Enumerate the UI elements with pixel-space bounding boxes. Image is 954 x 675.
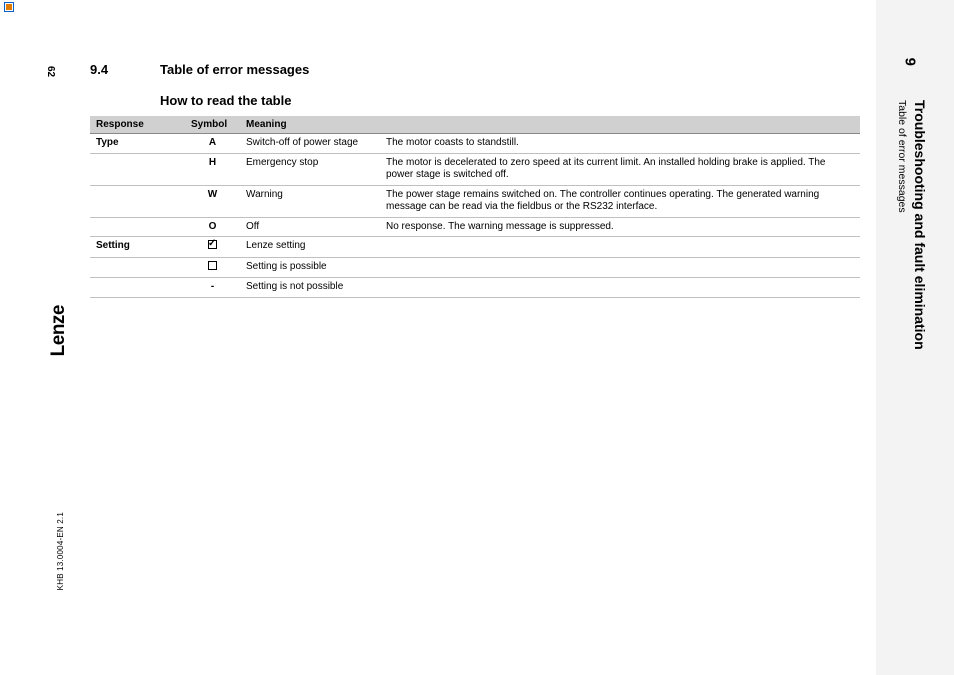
legend-table: Response Symbol Meaning TypeASwitch-off … (90, 116, 860, 298)
table-row: TypeASwitch-off of power stageThe motor … (90, 134, 860, 154)
cell-meaning-short: Warning (240, 185, 380, 217)
cell-meaning: Setting is not possible (240, 278, 860, 298)
table-row: Setting is possible (90, 257, 860, 278)
cell-meaning-long: The motor coasts to standstill. (380, 134, 860, 154)
table-header-row: Response Symbol Meaning (90, 116, 860, 134)
cell-meaning-long: The power stage remains switched on. The… (380, 185, 860, 217)
cell-response: Type (90, 134, 185, 154)
col-header-meaning: Meaning (240, 116, 860, 134)
cell-response (90, 278, 185, 298)
page-number-left: 62 (45, 66, 56, 77)
chapter-title: Troubleshooting and fault elimination (912, 100, 928, 350)
side-column: 9 Troubleshooting and fault elimination … (876, 0, 954, 675)
table-row: HEmergency stopThe motor is decelerated … (90, 153, 860, 185)
cell-meaning-short: Off (240, 217, 380, 237)
col-header-symbol: Symbol (185, 116, 240, 134)
cell-response: Setting (90, 237, 185, 258)
cell-meaning: Lenze setting (240, 237, 860, 258)
section-subtitle: How to read the table (160, 93, 860, 108)
main-content: 9.4 Table of error messages How to read … (90, 62, 860, 298)
chapter-subtitle: Table of error messages (896, 100, 908, 213)
cell-symbol: W (185, 185, 240, 217)
table-row: OOffNo response. The warning message is … (90, 217, 860, 237)
cell-symbol: A (185, 134, 240, 154)
section-heading: 9.4 Table of error messages (90, 62, 860, 77)
cell-meaning: Setting is possible (240, 257, 860, 278)
cell-meaning-short: Switch-off of power stage (240, 134, 380, 154)
chapter-number: 9 (901, 58, 918, 66)
cell-response (90, 185, 185, 217)
col-header-response: Response (90, 116, 185, 134)
document-reference: KHB 13.0004-EN 2.1 (56, 512, 65, 590)
corner-marker (4, 2, 14, 12)
table-row: WWarningThe power stage remains switched… (90, 185, 860, 217)
cell-meaning-short: Emergency stop (240, 153, 380, 185)
cell-meaning-long: No response. The warning message is supp… (380, 217, 860, 237)
cell-symbol: - (185, 278, 240, 298)
cell-response (90, 257, 185, 278)
cell-response (90, 153, 185, 185)
brand-logo: Lenze (48, 305, 70, 356)
table-row: Setting Lenze setting (90, 237, 860, 258)
table-row: -Setting is not possible (90, 278, 860, 298)
cell-symbol: H (185, 153, 240, 185)
cell-symbol (185, 257, 240, 278)
cell-symbol (185, 237, 240, 258)
checkbox-ticked-icon (208, 240, 217, 249)
cell-response (90, 217, 185, 237)
section-number: 9.4 (90, 62, 160, 77)
cell-symbol: O (185, 217, 240, 237)
cell-meaning-long: The motor is decelerated to zero speed a… (380, 153, 860, 185)
section-title: Table of error messages (160, 62, 309, 77)
checkbox-empty-icon (208, 261, 217, 270)
